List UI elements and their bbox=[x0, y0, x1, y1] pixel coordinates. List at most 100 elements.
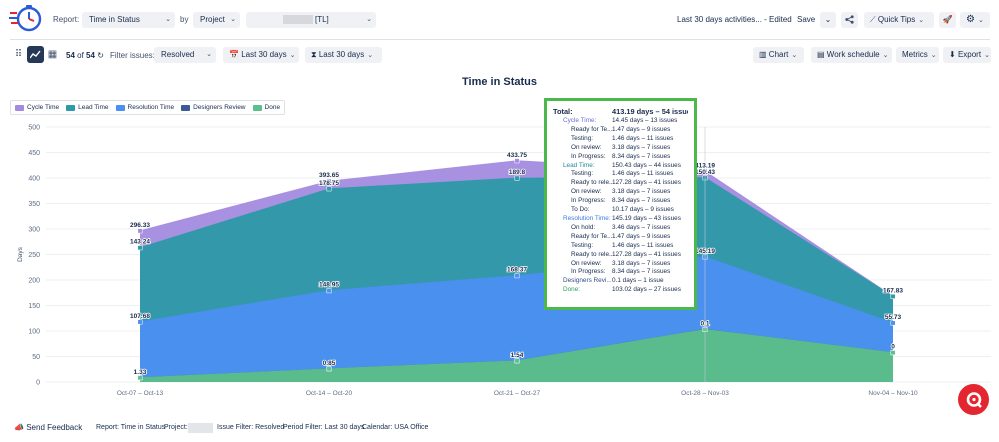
x-tick-label: Oct-14 – Oct-20 bbox=[306, 390, 353, 397]
save-options-button[interactable]: ⌄ bbox=[820, 12, 836, 28]
data-label: 433.75 bbox=[507, 152, 527, 159]
data-label: 0.85 bbox=[323, 360, 336, 367]
legend-swatch bbox=[181, 104, 191, 111]
tooltip-row-value: 3.18 days – 7 issues bbox=[612, 259, 671, 267]
data-label: 107.68 bbox=[130, 313, 150, 320]
legend-item-done[interactable]: Done bbox=[252, 104, 281, 111]
data-point-done[interactable] bbox=[514, 358, 520, 364]
count-shown: 54 bbox=[66, 51, 75, 60]
chart-type-button[interactable]: ▥ Chart ⌄ bbox=[753, 47, 804, 63]
data-point-lead[interactable] bbox=[137, 245, 143, 251]
data-point-resolution[interactable] bbox=[326, 288, 332, 294]
tooltip-row-key: Resolution Time: bbox=[563, 214, 611, 222]
whats-new-button[interactable]: 🚀 bbox=[939, 12, 956, 28]
tooltip-row-value: 14.45 days – 13 issues bbox=[612, 117, 678, 124]
settings-button[interactable]: ⚙ ⌄ bbox=[960, 12, 990, 28]
report-select[interactable]: Time in Status ⌄ bbox=[82, 12, 175, 28]
data-point-cycle[interactable] bbox=[326, 178, 332, 184]
y-tick-label: 300 bbox=[28, 227, 40, 234]
data-point-cycle[interactable] bbox=[137, 228, 143, 234]
date-filter-button[interactable]: 📅 Last 30 days ⌄ bbox=[223, 47, 299, 63]
legend-label: Cycle Time bbox=[27, 104, 60, 111]
tooltip-row-value: 8.34 days – 7 issues bbox=[612, 268, 671, 276]
tooltip-row: On review: 3.18 days – 7 issues bbox=[553, 188, 688, 197]
tooltip-row-value: 150.43 days – 44 issues bbox=[612, 161, 681, 169]
tooltip-row: Cycle Time: 14.45 days – 13 issues bbox=[553, 117, 688, 126]
legend-item-lead-time[interactable]: Lead Time bbox=[66, 104, 109, 111]
tooltip-row-key: Cycle Time: bbox=[563, 117, 597, 124]
filter-issues-value: Resolved bbox=[161, 50, 195, 59]
saved-report-title[interactable]: Last 30 days activities... - Edited bbox=[677, 15, 792, 24]
y-tick-label: 500 bbox=[28, 125, 40, 132]
project-select[interactable]: [TL] ⌄ bbox=[246, 12, 376, 28]
legend-swatch bbox=[115, 104, 125, 111]
data-point-cycle[interactable] bbox=[514, 158, 520, 164]
tooltip-row-key: On review: bbox=[571, 188, 602, 196]
chevron-down-icon: ⌄ bbox=[206, 51, 212, 58]
project-value: [TL] bbox=[315, 15, 329, 24]
data-label: 178.75 bbox=[319, 180, 339, 187]
data-point-done[interactable] bbox=[137, 375, 143, 381]
filter-issues-select[interactable]: Resolved ⌄ bbox=[154, 47, 216, 63]
legend-label: Designers Review bbox=[193, 104, 246, 111]
y-tick-label: 100 bbox=[28, 329, 40, 336]
tooltip-row-key: On review: bbox=[571, 259, 602, 267]
work-schedule-button[interactable]: ▤ Work schedule ⌄ bbox=[811, 47, 892, 63]
refresh-icon[interactable]: ↻ bbox=[97, 51, 104, 60]
data-point-lead[interactable] bbox=[514, 175, 520, 181]
date-filter-value: Last 30 days bbox=[241, 50, 287, 59]
grid-icon: ⠿ bbox=[14, 49, 23, 60]
data-point-resolution[interactable] bbox=[514, 273, 520, 279]
issue-count: 54 of 54 ↻ bbox=[66, 51, 104, 60]
y-tick-label: 200 bbox=[28, 278, 40, 285]
chart-legend: Cycle Time Lead Time Resolution Time Des… bbox=[10, 100, 285, 115]
chart-tooltip: Total: 413.19 days – 54 issues Cycle Tim… bbox=[544, 98, 697, 310]
data-point-resolution[interactable] bbox=[890, 320, 896, 326]
legend-item-resolution-time[interactable]: Resolution Time bbox=[115, 104, 174, 111]
help-chat-button[interactable] bbox=[958, 384, 989, 415]
tooltip-row-key: On hold: bbox=[571, 223, 596, 231]
tooltip-row-key: Ready to rele... bbox=[571, 179, 612, 187]
send-feedback-label: Send Feedback bbox=[26, 423, 83, 432]
chevron-down-icon: ⌄ bbox=[824, 15, 832, 24]
chevron-down-icon: ⌄ bbox=[977, 17, 984, 24]
legend-label: Done bbox=[264, 104, 281, 111]
send-feedback-link[interactable]: 📣 Send Feedback bbox=[14, 423, 82, 432]
data-point-done[interactable] bbox=[890, 350, 896, 356]
group-by-select[interactable]: Project ⌄ bbox=[193, 12, 240, 28]
tooltip-total-row: Total: 413.19 days – 54 issues bbox=[553, 106, 688, 117]
data-point-done[interactable] bbox=[326, 366, 332, 372]
tooltip-row-key: Ready to rele... bbox=[571, 250, 612, 258]
chart-view-button[interactable] bbox=[27, 46, 44, 63]
legend-item-designers-review[interactable]: Designers Review bbox=[181, 104, 246, 111]
share-button[interactable] bbox=[841, 12, 858, 28]
data-label: 167.83 bbox=[883, 287, 903, 294]
tooltip-row-key: In Progress: bbox=[571, 152, 606, 160]
metrics-button[interactable]: Metrics ⌄ bbox=[896, 47, 939, 63]
grid-view-button[interactable]: ⠿ bbox=[10, 46, 27, 63]
data-label: 143.24 bbox=[130, 239, 150, 246]
tooltip-row-value: 127.28 days – 41 issues bbox=[612, 250, 681, 258]
data-point-lead[interactable] bbox=[326, 186, 332, 192]
table-view-button[interactable]: ▦ bbox=[44, 46, 61, 63]
save-button[interactable]: Save bbox=[797, 15, 816, 24]
chevron-down-icon: ⌄ bbox=[165, 16, 171, 23]
export-label: Export bbox=[957, 50, 982, 59]
tooltip-row-value: 127.28 days – 41 issues bbox=[612, 179, 681, 187]
filter-issues-label: Filter issues: bbox=[110, 51, 155, 60]
legend-item-cycle-time[interactable]: Cycle Time bbox=[15, 104, 59, 111]
group-by-value: Project bbox=[200, 15, 225, 24]
tooltip-row-value: 3.18 days – 7 issues bbox=[612, 143, 671, 151]
tooltip-row: Resolution Time: 145.19 days – 43 issues bbox=[553, 215, 688, 224]
tooltip-row-key: On review: bbox=[571, 143, 602, 151]
footer-report: Report: Time in Status bbox=[96, 424, 166, 431]
tooltip-row: In Progress: 8.34 days – 7 issues bbox=[553, 153, 688, 162]
tooltip-row-key: To Do: bbox=[571, 206, 590, 214]
period-filter-button[interactable]: ⧗ Last 30 days ⌄ bbox=[305, 47, 382, 63]
data-point-lead[interactable] bbox=[890, 293, 896, 299]
data-point-resolution[interactable] bbox=[137, 319, 143, 325]
quick-tips-button[interactable]: ⟋ Quick Tips ⌄ bbox=[864, 12, 934, 28]
export-button[interactable]: ⬇ Export ⌄ bbox=[943, 47, 991, 63]
legend-swatch bbox=[252, 104, 262, 111]
tooltip-row: Lead Time: 150.43 days – 44 issues bbox=[553, 162, 688, 171]
